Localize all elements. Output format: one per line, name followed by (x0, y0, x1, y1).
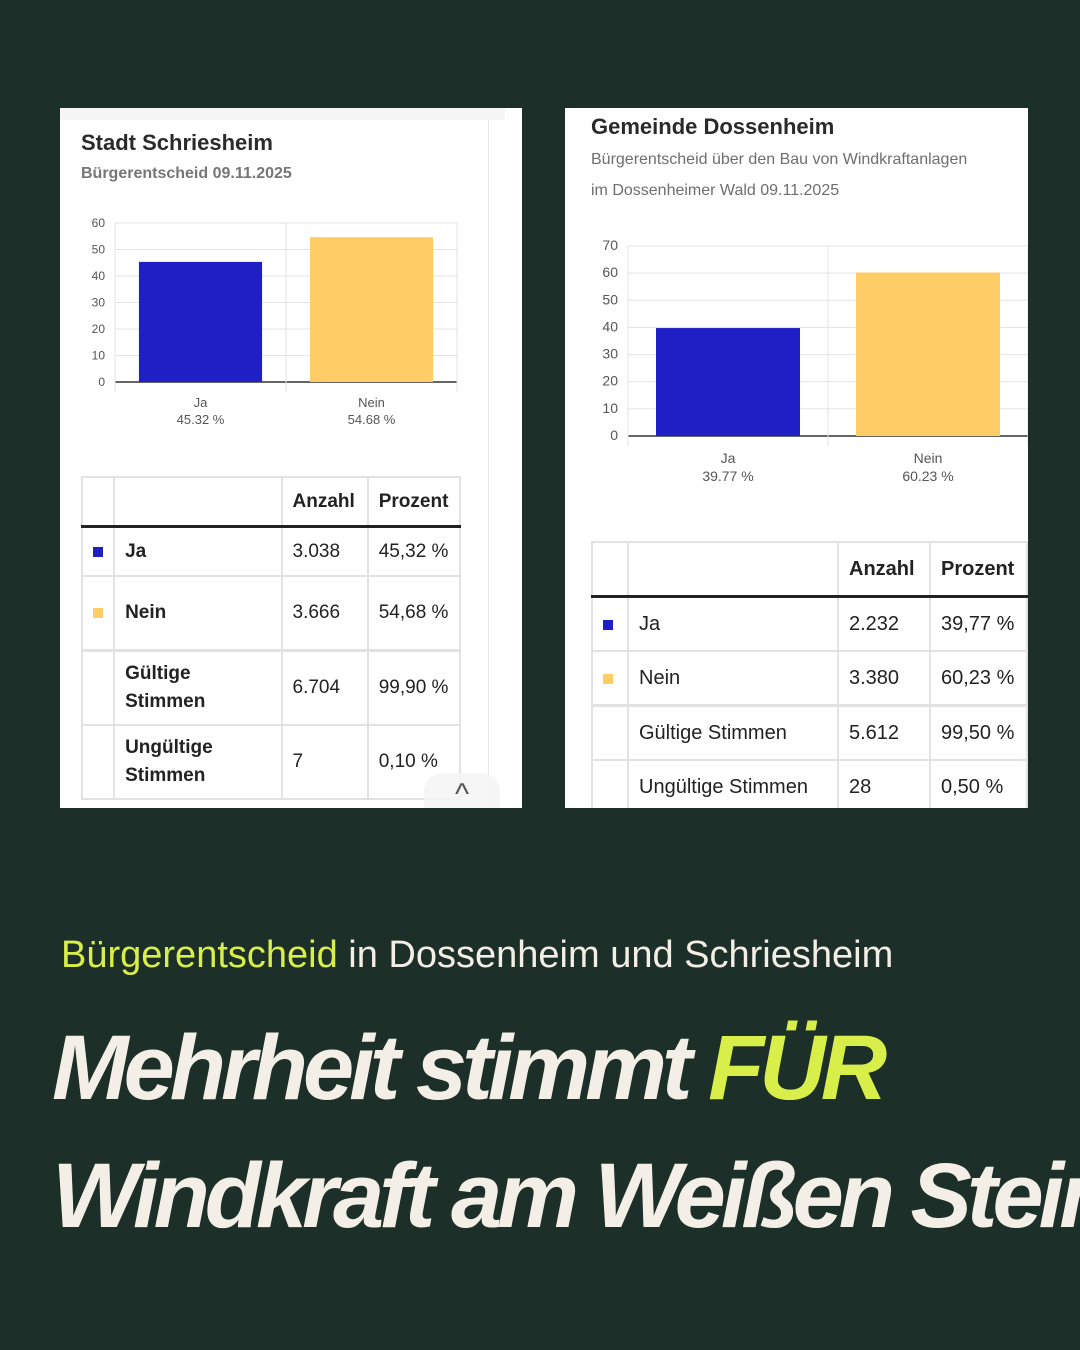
card-divider (488, 120, 489, 808)
headline-kicker: Bürgerentscheid in Dossenheim und Schrie… (61, 934, 893, 977)
row-percent: 54,68 % (366, 575, 462, 652)
table-row-ungueltig: Ungültige Stimmen 28 0,50 % (591, 759, 1028, 808)
y-tick-label: 20 (92, 322, 106, 336)
row-label: Ungültige Stimmen (627, 759, 839, 808)
header-prozent: Prozent (366, 476, 462, 528)
row-count: 3.666 (280, 575, 369, 652)
row-label: Nein (113, 575, 283, 652)
table-header-row: Anzahl Prozent (80, 476, 462, 528)
row-count: 7 (280, 724, 369, 800)
card-subtitle: Bürgerentscheid 09.11.2025 (81, 165, 292, 182)
legend-square-ja (603, 619, 613, 630)
headline-line-1: Mehrheit stimmt FÜR (52, 1022, 887, 1114)
bar-nein (856, 272, 1000, 436)
card-subtitle-line: im Dossenheimer Wald 09.11.2025 (591, 182, 840, 199)
y-tick-label: 30 (92, 296, 106, 310)
header-anzahl: Anzahl (837, 541, 931, 598)
y-tick-label: 60 (602, 264, 618, 280)
y-tick-label: 0 (610, 427, 618, 443)
card-title: Gemeinde Dossenheim (591, 114, 835, 139)
card-top-strip (60, 108, 505, 120)
bar-chart-dossenheim: 0 10 20 30 40 50 60 70 Ja 39.77 % Nein 60.23 % (602, 237, 1028, 484)
row-label: Ja (627, 595, 839, 652)
bar-ja (656, 328, 800, 436)
headline-line-2: Windkraft am Weißen Stein (52, 1145, 1080, 1247)
chevron-up-icon: ^ (454, 778, 470, 808)
y-tick-label: 50 (602, 291, 618, 307)
row-count: 2.232 (837, 595, 931, 652)
y-tick-label: 10 (602, 400, 618, 416)
data-label: 39.77 % (702, 468, 753, 484)
y-tick-label: 30 (602, 346, 618, 362)
table-header-row: Anzahl Prozent (591, 541, 1028, 598)
x-tick-label: Ja (194, 395, 209, 410)
results-table-dossenheim: Anzahl Prozent Ja 2.232 39,77 % Nein 3.3… (591, 541, 1028, 808)
row-label: Gültige Stimmen (113, 649, 283, 726)
y-tick-label: 20 (602, 373, 618, 389)
legend-square-ja (93, 546, 103, 557)
legend-square-nein (603, 673, 613, 684)
row-count: 6.704 (280, 649, 369, 726)
table-row-ungueltig: Ungültige Stimmen 7 0,10 % (80, 724, 462, 800)
row-count: 5.612 (837, 704, 931, 761)
y-tick-label: 40 (602, 318, 618, 334)
header-anzahl: Anzahl (280, 476, 369, 528)
header-prozent: Prozent (929, 541, 1028, 598)
y-tick-label: 40 (92, 269, 106, 283)
row-percent: 45,32 % (366, 525, 462, 577)
card-subtitle-line: Bürgerentscheid über den Bau von Windkra… (591, 151, 968, 168)
data-label: 60.23 % (902, 468, 953, 484)
y-tick-label: 0 (98, 375, 105, 389)
headline-kicker-highlight: Bürgerentscheid (61, 934, 338, 976)
results-table-schriesheim: Anzahl Prozent Ja 3.038 45,32 % Nein 3.6… (80, 476, 462, 800)
y-tick-label: 50 (92, 243, 106, 257)
row-percent: 0,50 % (929, 759, 1028, 808)
row-label: Ja (113, 525, 283, 577)
card-title: Stadt Schriesheim (81, 130, 273, 155)
row-count: 3.038 (280, 525, 369, 577)
headline-line-1-main: Mehrheit stimmt (52, 1017, 709, 1119)
row-count: 3.380 (837, 650, 931, 707)
headline-kicker-rest: in Dossenheim und Schriesheim (337, 934, 894, 976)
card-dossenheim: Gemeinde Dossenheim Bürgerentscheid über… (565, 108, 1028, 808)
y-tick-label: 60 (92, 216, 106, 230)
row-percent: 99,90 % (366, 649, 462, 726)
table-row-gueltig: Gültige Stimmen 6.704 99,90 % (80, 649, 462, 726)
bar-chart-schriesheim: 0 10 20 30 40 50 60 Ja 45.32 % Nein 54.68 % (92, 216, 458, 427)
row-percent: 99,50 % (929, 704, 1028, 761)
card-schriesheim: Stadt Schriesheim Bürgerentscheid 09.11.… (60, 108, 522, 808)
legend-square-nein (93, 608, 103, 618)
x-tick-label: Nein (914, 450, 943, 466)
table-row-nein: Nein 3.666 54,68 % (80, 575, 462, 652)
bar-ja (138, 261, 263, 382)
y-tick-label: 10 (92, 349, 106, 363)
row-label: Ungültige Stimmen (113, 724, 283, 800)
table-row-nein: Nein 3.380 60,23 % (591, 650, 1028, 707)
row-label: Nein (627, 650, 839, 707)
table-row-ja: Ja 3.038 45,32 % (80, 525, 462, 577)
x-tick-label: Nein (358, 395, 385, 410)
bar-nein (309, 237, 434, 382)
row-label: Gültige Stimmen (627, 704, 839, 761)
table-row-ja: Ja 2.232 39,77 % (591, 595, 1028, 652)
table-row-gueltig: Gültige Stimmen 5.612 99,50 % (591, 704, 1028, 761)
scroll-to-top-button[interactable]: ^ (424, 773, 500, 808)
y-tick-label: 70 (602, 237, 618, 253)
row-percent: 39,77 % (929, 595, 1028, 652)
card-subtitle: Bürgerentscheid über den Bau von Windkra… (591, 144, 1021, 206)
data-label: 54.68 % (348, 412, 396, 427)
x-tick-label: Ja (721, 450, 736, 466)
row-count: 28 (837, 759, 931, 808)
data-label: 45.32 % (177, 412, 225, 427)
row-percent: 60,23 % (929, 650, 1028, 707)
headline-line-1-highlight: FÜR (708, 1017, 887, 1119)
